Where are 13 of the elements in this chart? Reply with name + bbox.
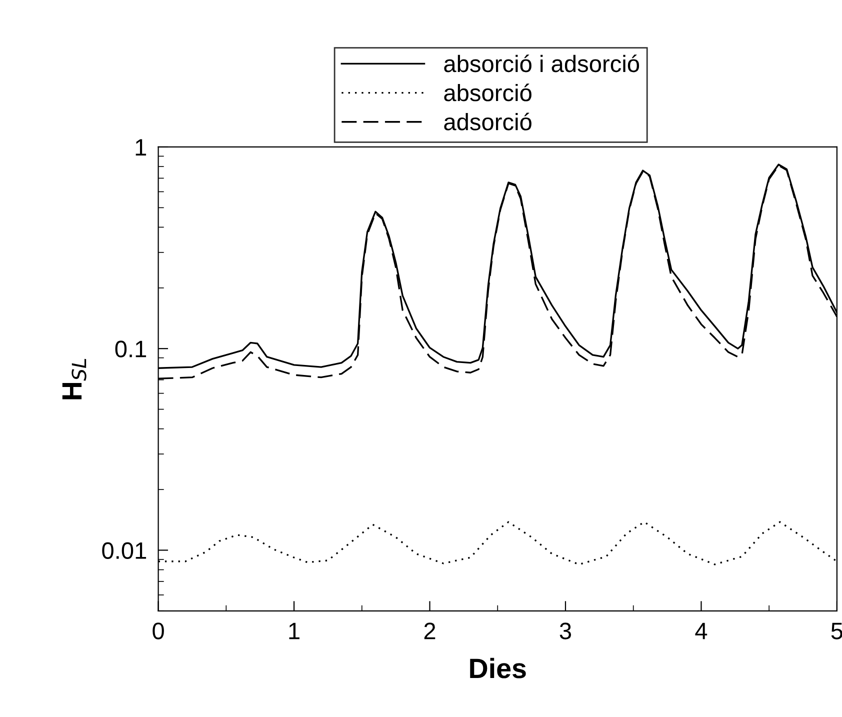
x-axis-title: Dies xyxy=(470,658,526,678)
legend-label: adsorció xyxy=(444,112,532,130)
y-tick-label: 0.01 xyxy=(102,542,146,559)
x-tick-label: 3 xyxy=(560,622,572,640)
x-tick-label: 0 xyxy=(152,622,164,640)
y-axis-title: H$_{SL}$ xyxy=(62,358,86,400)
x-tick-label: 1 xyxy=(289,622,300,640)
legend-label: absorció i adsorció xyxy=(444,54,640,72)
y-tick-label: 1 xyxy=(136,139,146,156)
x-tick-label: 4 xyxy=(695,622,708,640)
legend-label: absorció xyxy=(444,84,532,102)
y-tick-label: 0.1 xyxy=(115,340,146,358)
x-tick-label: 2 xyxy=(424,622,436,640)
